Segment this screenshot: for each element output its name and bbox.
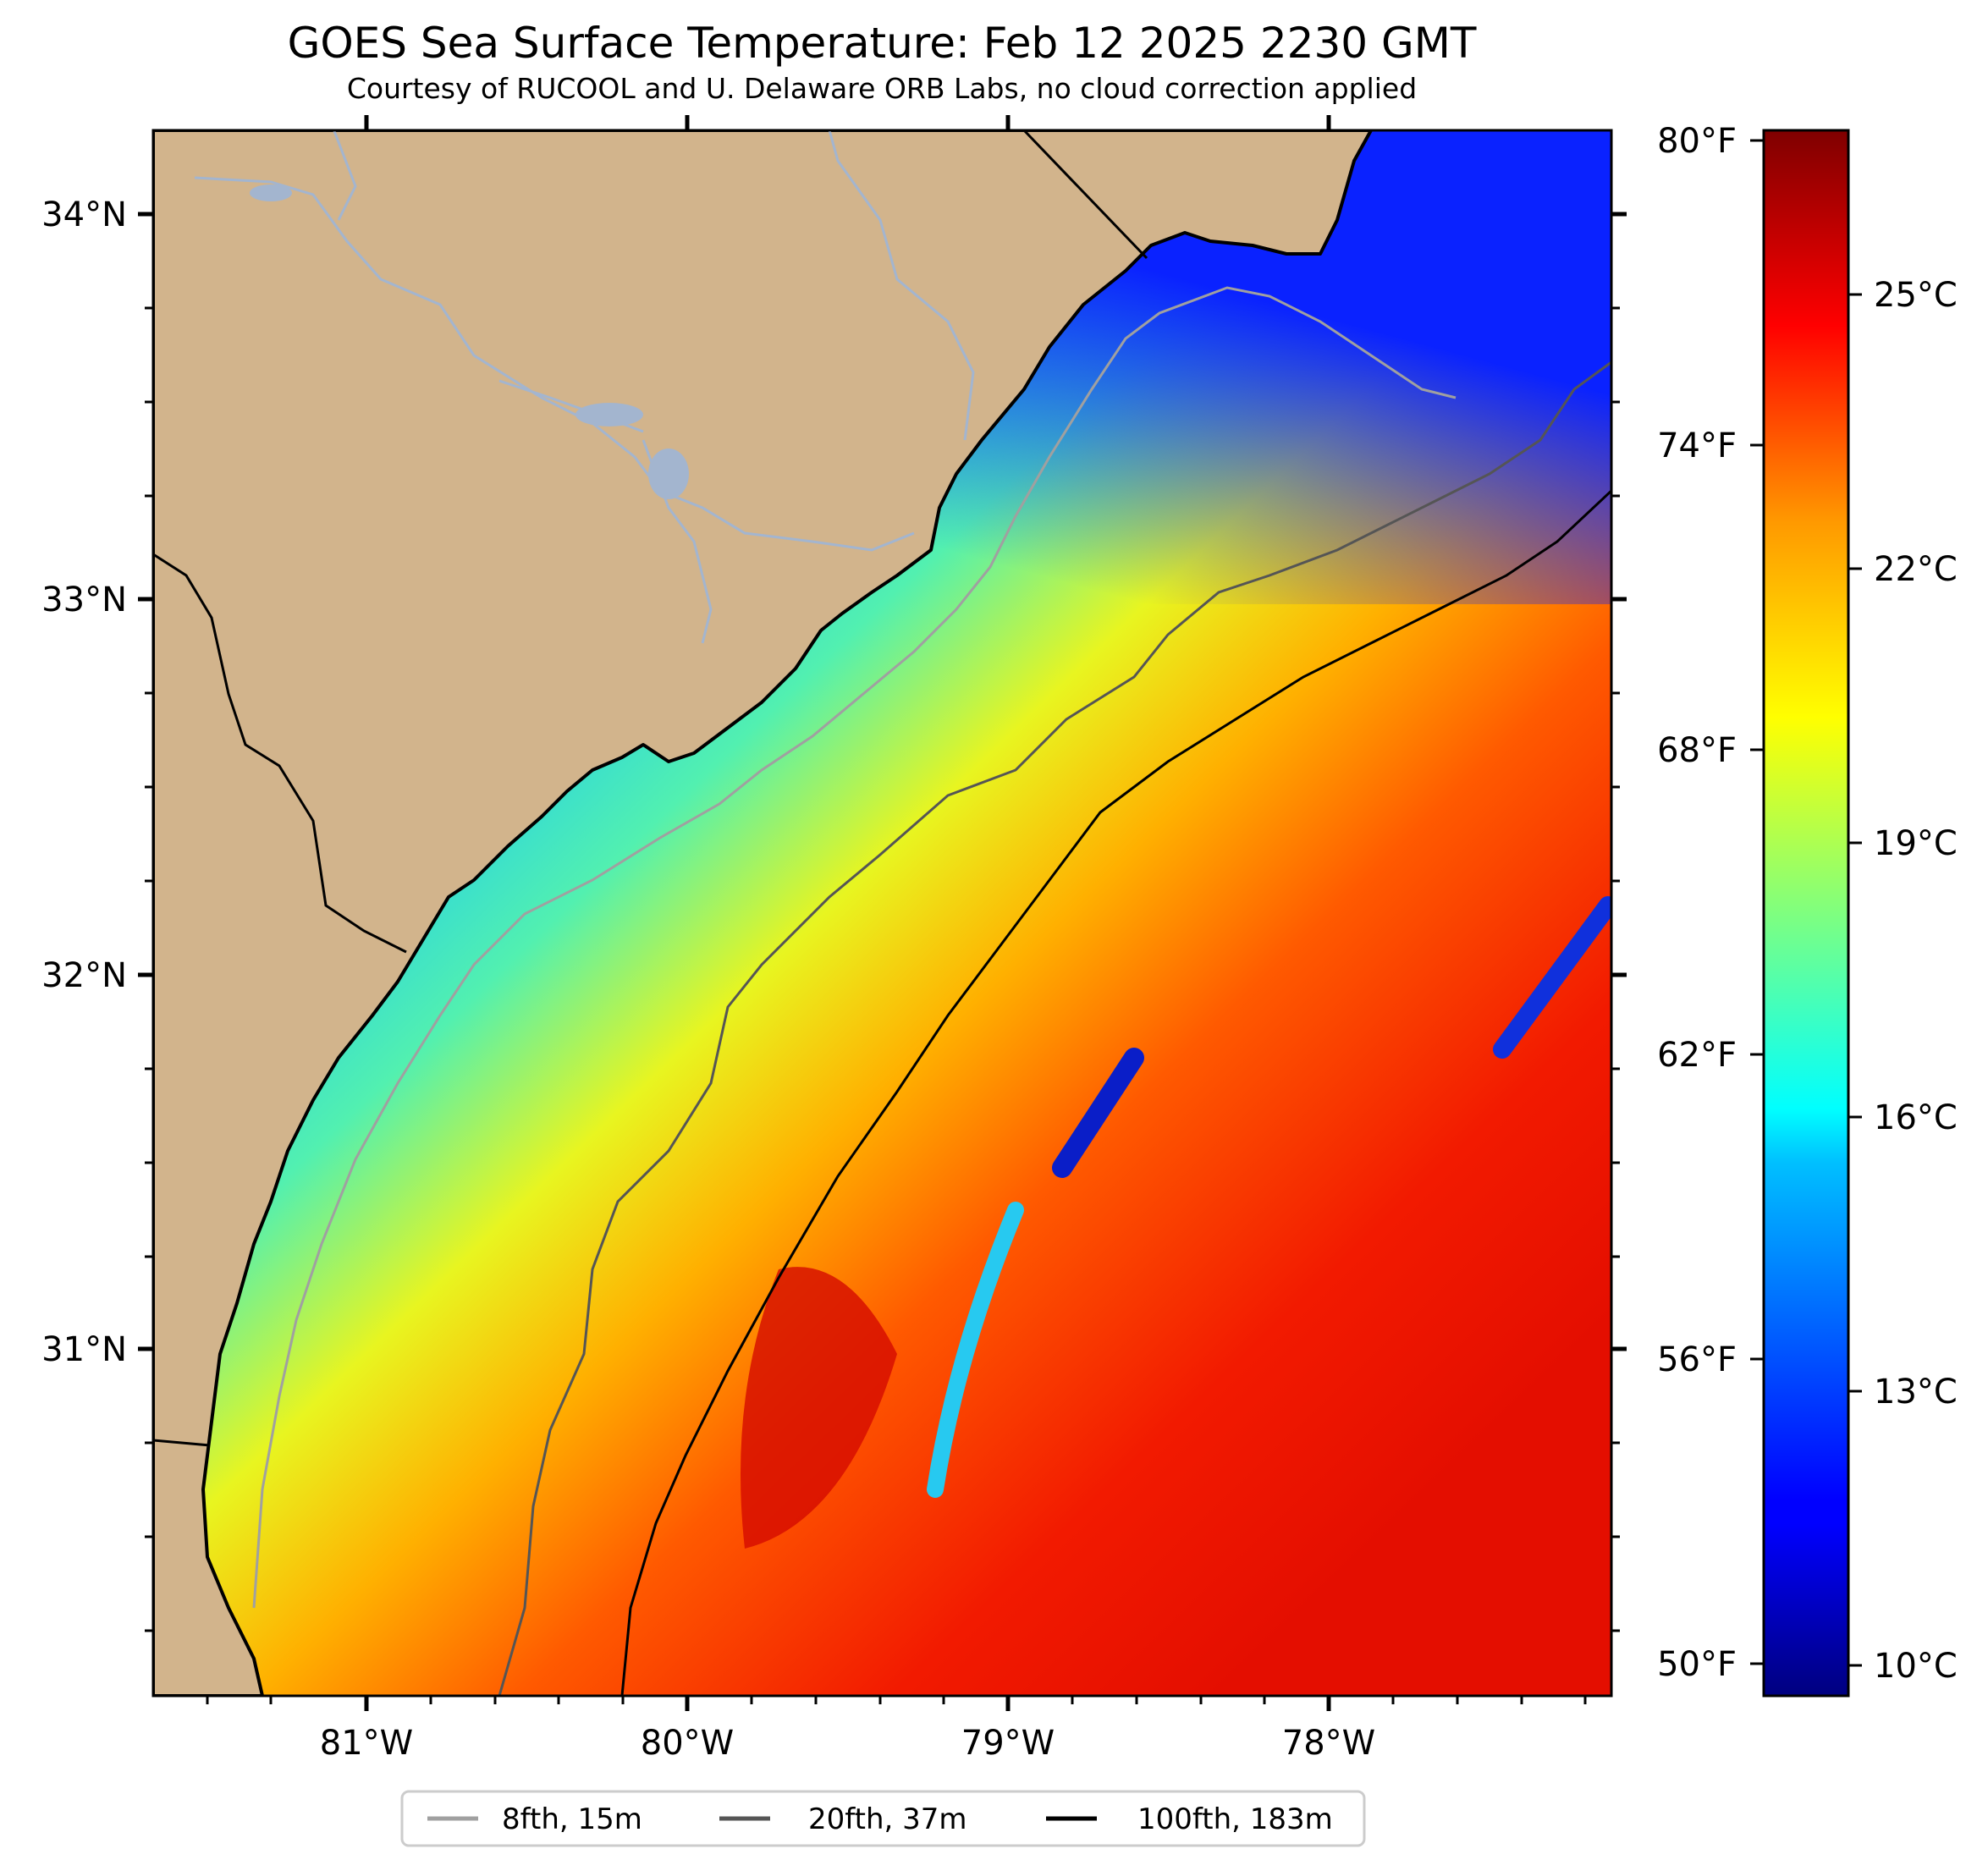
lat-label-33: 33°N [41, 581, 127, 619]
colorbar-f-ticks [1750, 139, 1764, 1665]
map-panel [153, 130, 1611, 1696]
cbar-c-label-25: 25°C [1874, 276, 1958, 315]
lake-small [250, 184, 292, 201]
legend-label-20fth: 20fth, 37m [808, 1802, 967, 1836]
legend-box [400, 1790, 1366, 1847]
cbar-f-label-80: 80°F [1657, 122, 1737, 161]
map-frame [151, 129, 1613, 1698]
cbar-f-label-62: 62°F [1657, 1036, 1737, 1075]
lake-marion [575, 403, 643, 426]
lat-ticks [138, 212, 1627, 1351]
cold-filament-2 [1052, 1048, 1144, 1178]
figure-subtitle: Courtesy of RUCOOL and U. Delaware ORB L… [347, 72, 1417, 105]
lat-label-32: 32°N [41, 956, 127, 995]
legend-label-100fth: 100fth, 183m [1137, 1802, 1333, 1836]
legend-label-8fth: 8fth, 15m [502, 1802, 642, 1836]
minor-ticks [145, 306, 1620, 1704]
lon-label-80: 80°W [641, 1724, 734, 1763]
isobath-100fth [620, 489, 1611, 1696]
cbar-c-label-22: 22°C [1874, 550, 1958, 589]
warm-core [741, 1267, 897, 1549]
lon-label-81: 81°W [320, 1724, 413, 1763]
cbar-c-label-19: 19°C [1874, 824, 1958, 863]
lon-label-79: 79°W [961, 1724, 1055, 1763]
lon-ticks [364, 115, 1331, 1711]
cbar-f-label-56: 56°F [1657, 1340, 1737, 1379]
colorbar-c-ticks [1848, 293, 1862, 1667]
cbar-c-label-16: 16°C [1874, 1098, 1958, 1137]
rivers [194, 130, 975, 644]
cbar-f-label-68: 68°F [1657, 731, 1737, 770]
state-border-sc-ga [153, 553, 407, 954]
land-area [153, 130, 1373, 1696]
lat-label-31: 31°N [41, 1330, 127, 1369]
state-border-ga-fl [153, 1439, 211, 1447]
cold-filament-1 [927, 1202, 1024, 1498]
isobath-legend: 8fth, 15m 20fth, 37m 100fth, 183m [400, 1790, 1366, 1847]
colorbar [1762, 129, 1850, 1698]
state-border-nc-sc [1022, 130, 1148, 260]
lon-label-78: 78°W [1282, 1724, 1375, 1763]
isobath-20fth [498, 360, 1611, 1696]
isobath-8fth [252, 286, 1457, 1609]
cbar-c-label-13: 13°C [1874, 1373, 1958, 1412]
figure-title: GOES Sea Surface Temperature: Feb 12 202… [288, 19, 1477, 68]
cold-filament-3 [1493, 896, 1611, 1059]
cbar-c-label-10: 10°C [1874, 1647, 1958, 1686]
lat-label-34: 34°N [41, 195, 127, 234]
lake-moultrie [648, 448, 689, 499]
cbar-f-label-74: 74°F [1657, 426, 1737, 465]
cbar-f-label-50: 50°F [1657, 1645, 1737, 1684]
